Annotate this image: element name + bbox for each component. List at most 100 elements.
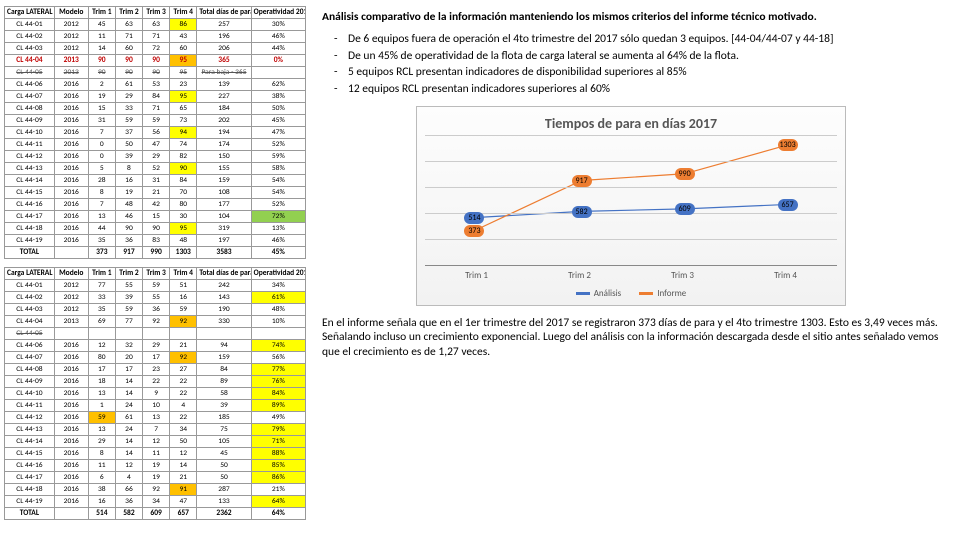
cell: 46 — [115, 211, 142, 223]
col-header: Total días de para — [197, 268, 251, 280]
cell: 36 — [143, 304, 170, 316]
cell: 91 — [170, 484, 197, 496]
cell: 90 — [115, 67, 142, 79]
cell: 14 — [115, 436, 142, 448]
cell: 139 — [197, 79, 251, 91]
chart-point: 514 — [464, 212, 484, 224]
cell: 16 — [115, 175, 142, 187]
cell: 45 — [88, 19, 115, 31]
cell: CL 44-13 — [5, 163, 55, 175]
cell: 30% — [251, 19, 305, 31]
cell: 2 — [88, 79, 115, 91]
col-header: Total días de para — [197, 7, 251, 19]
cell: 14 — [115, 448, 142, 460]
cell: 34 — [170, 424, 197, 436]
cell: 2016 — [54, 223, 88, 235]
cell: 90 — [88, 55, 115, 67]
table-row: CL 44-0820161533716518450% — [5, 103, 306, 115]
cell: 159 — [197, 175, 251, 187]
cell: 72% — [251, 211, 305, 223]
cell: 319 — [197, 223, 251, 235]
cell: 2016 — [54, 175, 88, 187]
cell: 21% — [251, 484, 305, 496]
cell: 11 — [143, 448, 170, 460]
cell: 63 — [143, 19, 170, 31]
cell: CL 44-17 — [5, 211, 55, 223]
cell: 2012 — [54, 280, 88, 292]
cell: 13% — [251, 223, 305, 235]
cell: 59 — [115, 304, 142, 316]
cell: 2016 — [54, 235, 88, 247]
cell — [170, 328, 197, 340]
cell: 36 — [115, 496, 142, 508]
cell: CL 44-05 — [5, 67, 55, 79]
cell: 2016 — [54, 103, 88, 115]
chart-point: 1303 — [778, 139, 798, 151]
cell: CL 44-11 — [5, 139, 55, 151]
table-row: CL 44-0320123559365919048% — [5, 304, 306, 316]
cell: 47 — [143, 139, 170, 151]
cell: 72 — [143, 43, 170, 55]
table-row: CL 44-1920163536834819746% — [5, 235, 306, 247]
cell: TOTAL — [5, 247, 55, 259]
cell: 190 — [197, 304, 251, 316]
cell: 59 — [115, 115, 142, 127]
cell: 38% — [251, 91, 305, 103]
cell: 92 — [170, 352, 197, 364]
cell: 54% — [251, 187, 305, 199]
cell: 174 — [197, 139, 251, 151]
table-row: CL 44-13201658529015558% — [5, 163, 306, 175]
cell: 86 — [170, 19, 197, 31]
cell: 45% — [251, 115, 305, 127]
cell: 90 — [88, 67, 115, 79]
xaxis-label: Trim 4 — [774, 270, 797, 281]
table-row: CL 44-1720161346153010472% — [5, 211, 306, 223]
cell: 24 — [115, 400, 142, 412]
cell — [197, 328, 251, 340]
bullet-list: De 6 equipos fuera de operación el 4to t… — [322, 32, 940, 96]
cell: 14 — [115, 376, 142, 388]
cell: CL 44-18 — [5, 484, 55, 496]
cell: 59% — [251, 151, 305, 163]
cell: 21 — [143, 187, 170, 199]
cell: 2362 — [197, 508, 251, 520]
cell: CL 44-08 — [5, 103, 55, 115]
cell: 15 — [143, 211, 170, 223]
table-row: CL 44-13201613247347579% — [5, 424, 306, 436]
cell: 59 — [143, 280, 170, 292]
cell: 7 — [143, 424, 170, 436]
cell: CL 44-05 — [5, 328, 55, 340]
cell: CL 44-12 — [5, 151, 55, 163]
table-row: CL 44-1120161241043989% — [5, 400, 306, 412]
legend-item: Análisis — [576, 288, 621, 299]
cell — [143, 328, 170, 340]
table-row: CL 44-1720166419215086% — [5, 472, 306, 484]
cell: 29 — [143, 340, 170, 352]
cell: 8 — [88, 448, 115, 460]
cell: 56% — [251, 352, 305, 364]
cell: 22 — [170, 388, 197, 400]
cell: 90 — [115, 55, 142, 67]
table-row: CL 44-0320121460726020644% — [5, 43, 306, 55]
cell: 62% — [251, 79, 305, 91]
cell: CL 44-15 — [5, 448, 55, 460]
table-row: CL 44-0220123339551614361% — [5, 292, 306, 304]
chart-container: Tiempos de para en días 2017 51458260965… — [416, 106, 846, 306]
cell: 0 — [88, 139, 115, 151]
cell: 77% — [251, 364, 305, 376]
cell: 13 — [88, 211, 115, 223]
col-header: Operatividad 2017 % — [251, 268, 305, 280]
cell: 84 — [143, 91, 170, 103]
cell: 2016 — [54, 79, 88, 91]
cell: 60 — [170, 43, 197, 55]
cell: 61 — [115, 412, 142, 424]
xaxis-label: Trim 2 — [568, 270, 591, 281]
cell: 44 — [88, 223, 115, 235]
col-header: Carga LATERAL — [5, 268, 55, 280]
table-row: CL 44-0720161929849522738% — [5, 91, 306, 103]
cell: 14 — [115, 388, 142, 400]
cell: 2016 — [54, 340, 88, 352]
cell: 30 — [170, 211, 197, 223]
cell: 227 — [197, 91, 251, 103]
cell: CL 44-10 — [5, 388, 55, 400]
